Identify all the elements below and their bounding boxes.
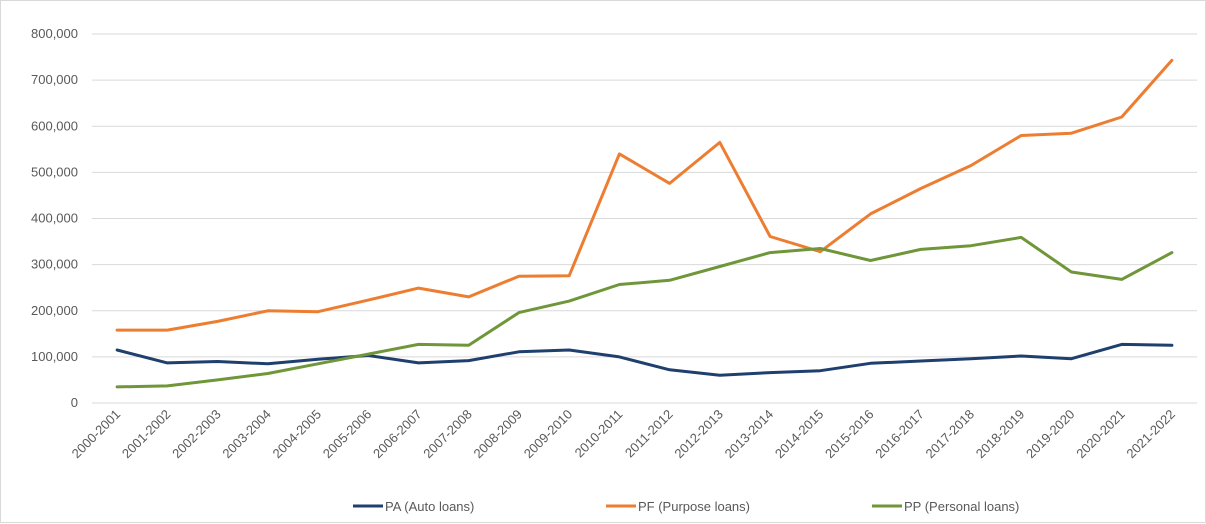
y-axis-tick-labels: 0 100,000 200,000 300,000 400,000 500,000 600,… (31, 26, 78, 410)
x-tick-label: 2016-2017 (872, 407, 927, 462)
x-tick-label: 2012-2013 (671, 407, 726, 462)
x-tick-label: 2004-2005 (270, 407, 325, 462)
x-tick-label: 2014-2015 (772, 407, 827, 462)
x-tick-label: 2002-2003 (169, 407, 224, 462)
y-tick-label: 0 (71, 395, 78, 410)
legend-label: PF (Purpose loans) (638, 499, 750, 514)
legend: PA (Auto loans) PF (Purpose loans) PP (Per… (353, 499, 1019, 514)
y-tick-label: 800,000 (31, 26, 78, 41)
y-tick-label: 600,000 (31, 118, 78, 133)
x-tick-label: 2017-2018 (923, 407, 978, 462)
series-line-3 (115, 235, 1174, 389)
series-lines (115, 58, 1174, 389)
gridlines (92, 33, 1197, 404)
x-tick-label: 2018-2019 (973, 407, 1028, 462)
x-tick-label: 2013-2014 (722, 407, 777, 462)
x-tick-label: 2008-2009 (470, 407, 525, 462)
y-tick-label: 100,000 (31, 349, 78, 364)
y-tick-label: 700,000 (31, 72, 78, 87)
x-axis-tick-labels: 2000-20012001-20022002-20032003-20042004… (69, 407, 1178, 462)
legend-label: PA (Auto loans) (385, 499, 474, 514)
x-tick-label: 2009-2010 (521, 407, 576, 462)
x-tick-label: 2010-2011 (572, 407, 626, 461)
x-tick-label: 2021-2022 (1123, 407, 1178, 462)
x-tick-label: 2020-2021 (1073, 407, 1128, 462)
x-tick-label: 2000-2001 (69, 407, 124, 462)
x-tick-label: 2007-2008 (420, 407, 475, 462)
y-tick-label: 200,000 (31, 303, 78, 318)
y-tick-label: 400,000 (31, 211, 78, 226)
x-tick-label: 2003-2004 (219, 407, 274, 462)
y-tick-label: 300,000 (31, 257, 78, 272)
series-line-1 (115, 342, 1174, 377)
legend-label: PP (Personal loans) (904, 499, 1019, 514)
y-tick-label: 500,000 (31, 164, 78, 179)
x-tick-label: 2006-2007 (370, 407, 425, 462)
x-tick-label: 2019-2020 (1023, 407, 1078, 462)
x-tick-label: 2001-2002 (119, 407, 174, 462)
x-tick-label: 2005-2006 (320, 407, 375, 462)
x-tick-label: 2011-2012 (622, 407, 676, 461)
x-tick-label: 2015-2016 (822, 407, 877, 462)
series-line-2 (115, 58, 1174, 332)
